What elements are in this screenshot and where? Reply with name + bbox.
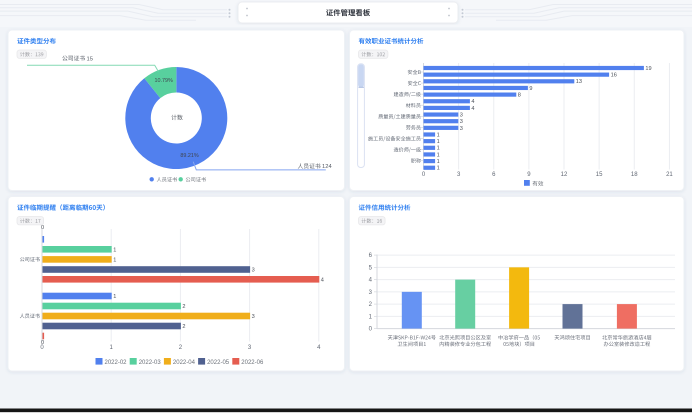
svg-text:1: 1: [437, 159, 440, 165]
svg-text:1: 1: [437, 132, 440, 138]
svg-text:8: 8: [518, 93, 521, 99]
svg-text:0: 0: [41, 225, 44, 231]
svg-text:4: 4: [471, 106, 474, 112]
svg-text:13: 13: [576, 79, 582, 85]
svg-text:3: 3: [252, 314, 255, 320]
svg-text:1: 1: [110, 345, 114, 351]
svg-text:1: 1: [437, 139, 440, 145]
svg-text:3: 3: [460, 119, 463, 125]
svg-text:6: 6: [492, 172, 496, 178]
svg-text:3: 3: [460, 112, 463, 118]
svg-text:124: 124: [322, 164, 332, 170]
svg-text:9: 9: [527, 172, 531, 178]
svg-text:0: 0: [40, 345, 44, 351]
svg-text:4: 4: [369, 278, 373, 284]
svg-text:9: 9: [529, 86, 532, 92]
svg-text:0: 0: [369, 327, 373, 333]
svg-text:5: 5: [369, 265, 373, 271]
svg-text:1: 1: [369, 314, 373, 320]
svg-text:2022-04: 2022-04: [173, 360, 196, 366]
svg-text:1: 1: [113, 258, 116, 264]
svg-text:18: 18: [631, 172, 638, 178]
svg-text:4: 4: [321, 277, 324, 283]
svg-text:3: 3: [252, 268, 255, 274]
svg-text:16: 16: [611, 73, 617, 79]
svg-text:1: 1: [113, 294, 116, 300]
svg-text:89.21%: 89.21%: [180, 153, 198, 159]
svg-text:3: 3: [460, 126, 463, 132]
svg-text:10.79%: 10.79%: [155, 78, 173, 84]
svg-text:1: 1: [437, 146, 440, 152]
svg-text:15: 15: [596, 172, 603, 178]
svg-text:2022-02: 2022-02: [105, 360, 128, 366]
svg-text:3: 3: [457, 172, 461, 178]
svg-text:4: 4: [317, 345, 321, 351]
svg-text:12: 12: [561, 172, 568, 178]
svg-text:2: 2: [182, 324, 185, 330]
svg-text:1: 1: [437, 166, 440, 172]
svg-text:3: 3: [248, 345, 252, 351]
svg-text:3: 3: [369, 290, 373, 296]
svg-text:2: 2: [182, 304, 185, 310]
svg-text:15: 15: [87, 56, 93, 62]
svg-text:1: 1: [113, 247, 116, 253]
svg-text:2: 2: [369, 302, 373, 308]
svg-text:2022-03: 2022-03: [139, 360, 162, 366]
svg-text:2022-06: 2022-06: [241, 360, 264, 366]
svg-text:0: 0: [41, 340, 44, 346]
svg-text:0: 0: [422, 172, 426, 178]
svg-text:21: 21: [666, 172, 673, 178]
svg-text:1: 1: [437, 152, 440, 158]
svg-text:2022-05: 2022-05: [207, 360, 230, 366]
svg-text:2: 2: [179, 345, 183, 351]
svg-text:19: 19: [645, 66, 651, 72]
svg-text:4: 4: [471, 99, 474, 105]
svg-text:6: 6: [369, 253, 373, 259]
